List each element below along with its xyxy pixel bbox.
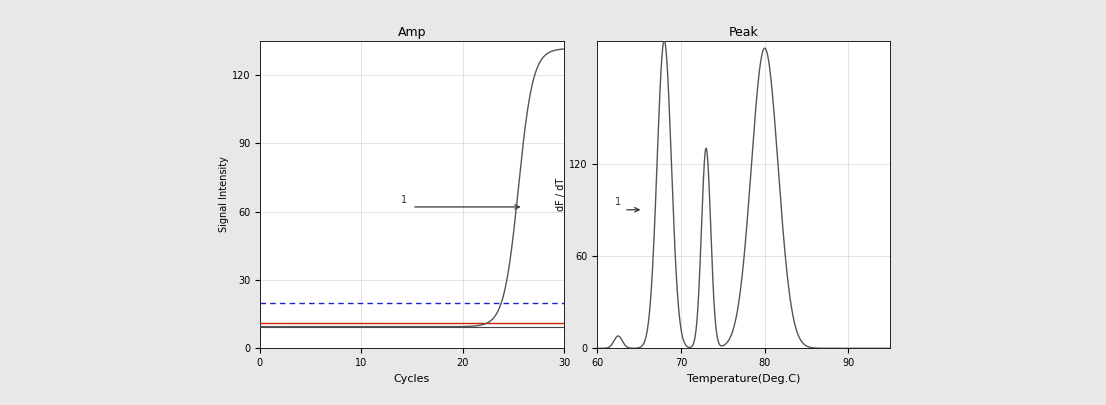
Text: 1: 1 [615, 197, 622, 207]
X-axis label: Temperature(Deg.C): Temperature(Deg.C) [687, 373, 801, 384]
Title: Peak: Peak [729, 26, 759, 39]
Text: 1: 1 [400, 195, 407, 205]
X-axis label: Cycles: Cycles [394, 373, 430, 384]
Y-axis label: dF / dT: dF / dT [556, 178, 566, 211]
Y-axis label: Signal Intensity: Signal Intensity [219, 156, 229, 232]
Title: Amp: Amp [398, 26, 426, 39]
